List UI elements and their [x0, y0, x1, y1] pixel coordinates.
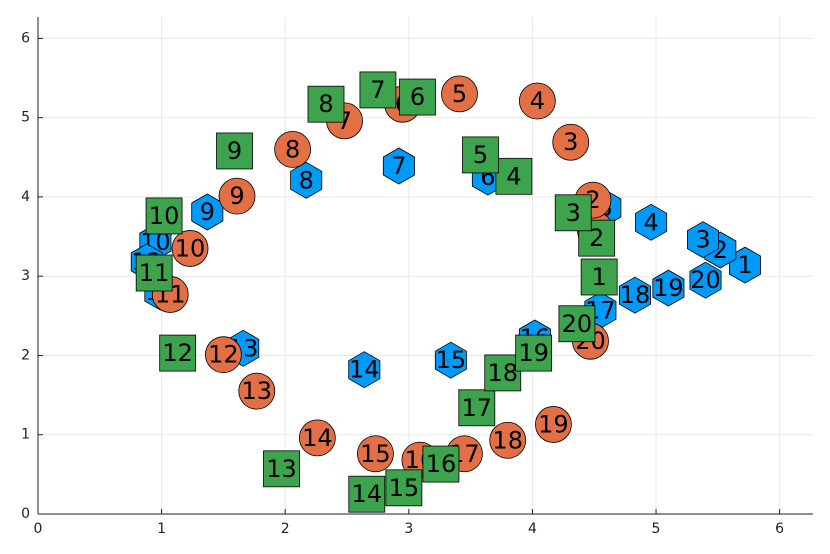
point: [348, 475, 386, 513]
point: [171, 230, 209, 267]
y-tick-label: 1: [21, 427, 30, 443]
point-label: 13: [242, 377, 273, 405]
point-label: 14: [349, 356, 380, 384]
point-label: 6: [410, 83, 425, 111]
point-label: 20: [562, 310, 593, 338]
point: [359, 71, 397, 109]
point-label: 5: [473, 141, 488, 169]
point: [298, 419, 336, 457]
point-label: 8: [299, 166, 314, 194]
point-label: 8: [318, 90, 333, 118]
y-tick-label: 4: [21, 189, 30, 205]
y-tick-label: 0: [21, 506, 30, 522]
point-label: 3: [695, 226, 710, 254]
point-label: 9: [229, 182, 244, 210]
point: [458, 389, 496, 427]
point-label: 15: [360, 440, 391, 468]
point: [238, 372, 276, 410]
point-label: 4: [506, 162, 521, 190]
point: [441, 75, 478, 113]
point: [687, 221, 719, 259]
point-label: 18: [620, 281, 651, 309]
point: [462, 136, 499, 174]
point-label: 5: [452, 80, 467, 108]
point-label: 13: [266, 455, 297, 483]
point-label: 14: [302, 424, 333, 452]
point: [484, 354, 522, 392]
point: [489, 421, 527, 459]
point: [689, 261, 722, 299]
point-label: 2: [589, 224, 604, 252]
point-label: 3: [563, 128, 578, 156]
x-tick-label: 3: [404, 521, 413, 537]
point: [515, 334, 553, 372]
point-label: 16: [426, 450, 457, 478]
x-tick-label: 2: [281, 521, 290, 537]
point-label: 1: [592, 263, 607, 291]
point: [348, 351, 381, 389]
y-tick-label: 6: [21, 30, 30, 46]
x-tick-label: 6: [775, 521, 784, 537]
point: [635, 203, 668, 241]
point: [652, 269, 685, 307]
x-tick-label: 4: [528, 521, 537, 537]
point-label: 14: [352, 480, 383, 508]
point-label: 10: [149, 202, 180, 230]
point: [274, 130, 312, 168]
point-label: 12: [208, 341, 239, 369]
point-label: 10: [175, 234, 206, 262]
point: [535, 406, 572, 443]
point-label: 15: [389, 474, 420, 502]
point-label: 18: [492, 426, 523, 454]
point: [554, 194, 592, 232]
x-tick-label: 5: [652, 521, 661, 537]
point-label: 9: [227, 137, 242, 165]
point: [382, 147, 415, 185]
point: [263, 450, 300, 488]
y-tick-label: 3: [21, 268, 30, 284]
point: [385, 469, 423, 507]
point: [552, 123, 590, 161]
point: [518, 82, 556, 120]
point: [216, 132, 253, 170]
point: [135, 254, 173, 292]
point-label: 19: [538, 410, 569, 438]
point: [290, 161, 323, 199]
point: [307, 85, 345, 123]
point-label: 1: [737, 251, 752, 279]
point-label: 17: [462, 394, 493, 422]
point: [399, 78, 436, 116]
point: [357, 435, 394, 473]
point: [558, 305, 596, 343]
point: [422, 445, 460, 483]
x-tick-label: 1: [157, 521, 166, 537]
x-tick-label: 0: [34, 521, 43, 537]
point-label: 8: [285, 135, 300, 163]
point-label: 12: [162, 339, 193, 367]
point-label: 11: [139, 259, 170, 287]
point: [580, 258, 618, 296]
point: [159, 334, 197, 372]
point: [619, 276, 651, 314]
point-label: 18: [487, 359, 518, 387]
point: [218, 177, 256, 215]
point-label: 9: [200, 198, 215, 226]
point: [434, 341, 467, 379]
point-label: 19: [518, 339, 549, 367]
point-label: 20: [690, 266, 721, 294]
y-tick-label: 5: [21, 110, 30, 126]
point: [495, 157, 533, 195]
point-label: 7: [370, 76, 385, 104]
point-label: 19: [653, 274, 684, 302]
point-label: 15: [436, 346, 467, 374]
point-label: 4: [530, 87, 545, 115]
point-label: 3: [566, 199, 581, 227]
point: [145, 197, 183, 235]
point-label: 4: [643, 208, 658, 236]
point-label: 7: [391, 152, 406, 180]
point: [205, 336, 242, 374]
y-tick-label: 2: [21, 347, 30, 363]
